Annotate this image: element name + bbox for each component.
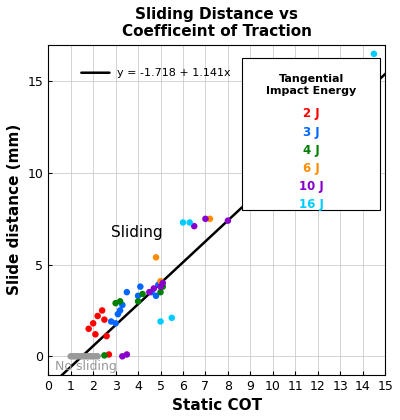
Text: 10 J: 10 J [299, 180, 323, 193]
Text: No sliding: No sliding [55, 360, 117, 373]
Point [115, 311, 121, 318]
Point [88, 353, 94, 360]
Point [225, 217, 231, 224]
Point [191, 223, 198, 229]
Point [153, 292, 159, 299]
Text: 3 J: 3 J [303, 126, 319, 139]
Point [81, 353, 87, 360]
X-axis label: Static COT: Static COT [172, 398, 262, 413]
Point [92, 353, 98, 360]
Point [104, 333, 110, 339]
Point [99, 307, 105, 314]
Point [112, 320, 119, 327]
Text: Tangential
Impact Energy: Tangential Impact Energy [266, 74, 356, 96]
Point [326, 166, 332, 173]
Point [74, 353, 81, 360]
Point [371, 50, 377, 57]
Point [106, 351, 112, 358]
Point [155, 281, 162, 288]
Text: 16 J: 16 J [298, 198, 324, 211]
Point [186, 219, 193, 226]
Point [101, 352, 108, 359]
Point [135, 298, 141, 304]
Point [101, 316, 108, 323]
Point [119, 353, 126, 360]
Title: Sliding Distance vs
Coefficeint of Traction: Sliding Distance vs Coefficeint of Tract… [122, 7, 312, 39]
Text: Sliding: Sliding [111, 225, 163, 240]
Point [153, 254, 159, 261]
Point [70, 353, 76, 360]
Point [157, 278, 164, 284]
Point [112, 300, 119, 307]
Point [86, 326, 92, 332]
Point [247, 194, 254, 200]
Text: 2 J: 2 J [303, 108, 319, 121]
Point [160, 280, 166, 286]
Text: y = -1.718 + 1.141x   R= 0.9783: y = -1.718 + 1.141x R= 0.9783 [117, 68, 301, 78]
Point [94, 353, 101, 360]
Text: 4 J: 4 J [303, 144, 319, 157]
Point [124, 351, 130, 358]
Point [160, 283, 166, 290]
Point [148, 289, 155, 296]
Point [90, 320, 96, 327]
Point [150, 285, 157, 292]
Point [76, 353, 83, 360]
Point [86, 353, 92, 360]
Point [180, 219, 186, 226]
Point [117, 307, 123, 314]
Point [90, 353, 96, 360]
Point [135, 292, 141, 299]
Point [157, 318, 164, 325]
Point [252, 182, 258, 189]
Point [146, 289, 152, 296]
Text: 6 J: 6 J [303, 162, 319, 175]
Point [137, 283, 144, 290]
Point [258, 186, 265, 193]
Point [68, 353, 74, 360]
Point [124, 289, 130, 296]
Point [157, 289, 164, 296]
Point [337, 74, 344, 81]
Point [108, 318, 114, 325]
Point [207, 215, 213, 222]
Point [139, 291, 146, 297]
Point [157, 283, 164, 290]
Y-axis label: Slide distance (mm): Slide distance (mm) [7, 124, 22, 295]
Point [202, 215, 209, 222]
Point [92, 331, 98, 338]
Point [119, 302, 126, 308]
Point [94, 312, 101, 319]
Point [168, 315, 175, 321]
Point [79, 353, 85, 360]
Point [72, 353, 78, 360]
Point [117, 298, 123, 304]
Point [83, 353, 90, 360]
FancyBboxPatch shape [242, 58, 380, 210]
